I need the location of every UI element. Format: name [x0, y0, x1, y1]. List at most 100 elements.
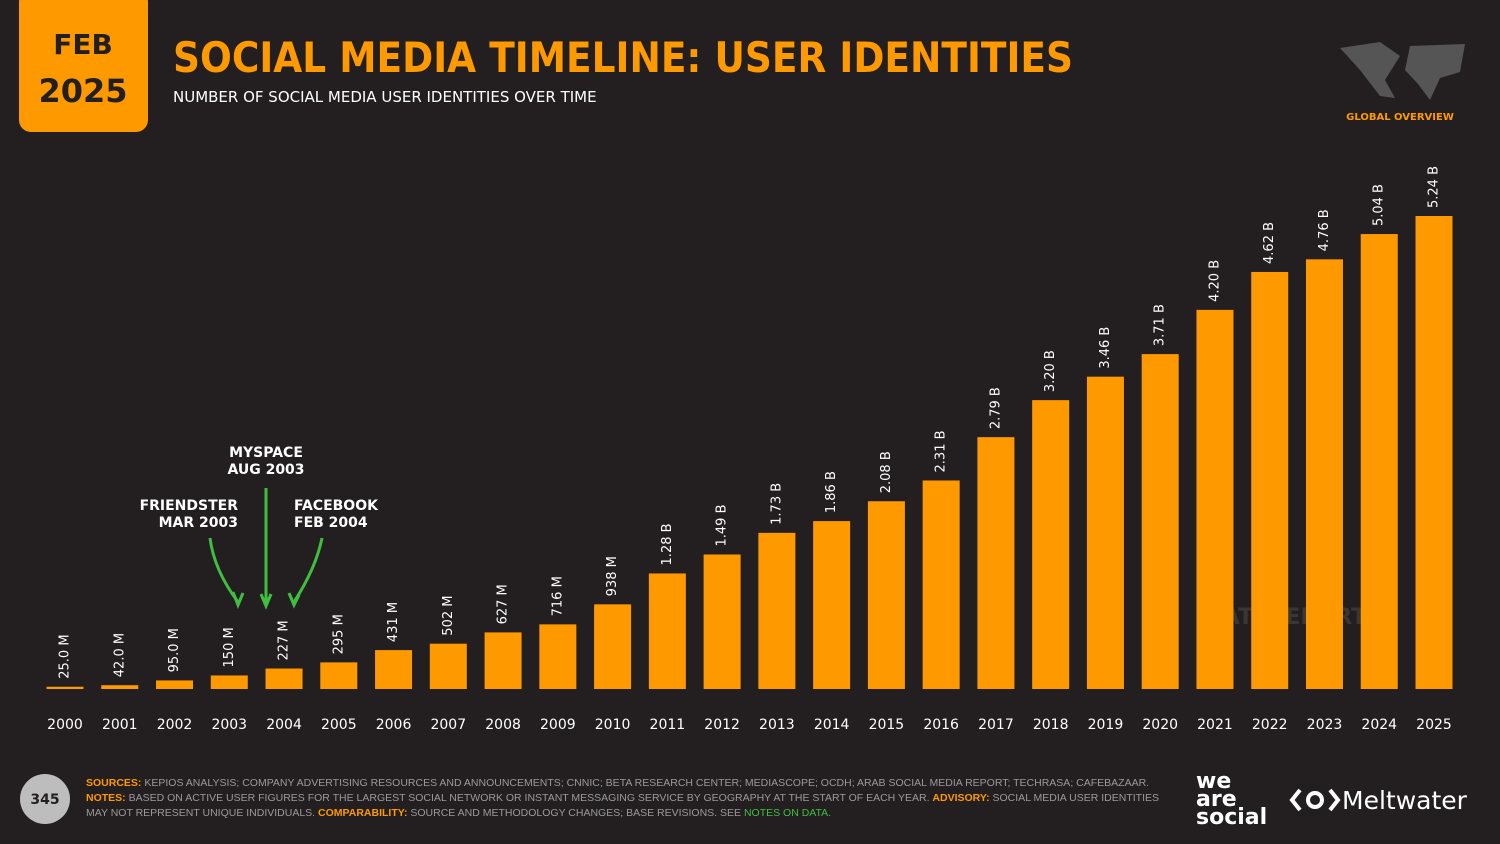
x-tick-label: 2012	[704, 717, 740, 733]
bar	[429, 643, 467, 689]
value-label: 2.79 B	[988, 387, 1003, 429]
value-label: 295 M	[331, 614, 346, 654]
x-tick-label: 2004	[266, 717, 302, 733]
bar	[46, 686, 84, 689]
bar	[1141, 354, 1179, 689]
logo-meltwater: Meltwater	[1342, 786, 1468, 815]
x-tick-label: 2001	[102, 717, 138, 733]
value-label: 1.73 B	[769, 483, 784, 525]
world-map	[1340, 42, 1465, 100]
x-tick-label: 2019	[1088, 717, 1124, 733]
text: SOURCE AND METHODOLOGY CHANGES; BASE REV…	[410, 807, 742, 819]
arrow-head	[231, 591, 245, 610]
value-label: 2.31 B	[934, 430, 949, 472]
x-tick-label: 2006	[376, 717, 412, 733]
bar	[867, 501, 905, 689]
bar	[375, 650, 413, 689]
bar	[210, 675, 248, 689]
label: NOTES:	[86, 792, 126, 804]
value-label: 431 M	[386, 602, 401, 642]
x-tick-label: 2007	[430, 717, 466, 733]
value-label: 627 M	[496, 584, 511, 624]
x-tick-label: 2017	[978, 717, 1014, 733]
bar	[320, 662, 358, 689]
value-label: 938 M	[605, 556, 620, 596]
bar	[539, 624, 577, 689]
page-badge	[20, 774, 70, 824]
annotation: MAR 2003	[159, 515, 238, 531]
arrow-head	[287, 592, 301, 609]
arrow	[292, 537, 324, 603]
x-tick-label: 2010	[595, 717, 631, 733]
x-tick-label: 2021	[1197, 717, 1233, 733]
value-label: 42.0 M	[112, 633, 127, 677]
icon-part	[1289, 788, 1302, 812]
bar	[484, 632, 522, 689]
x-tick-label: 2020	[1142, 717, 1178, 733]
bar	[594, 604, 632, 689]
x-tick-label: 2015	[869, 717, 905, 733]
x-tick-label: 2023	[1307, 717, 1343, 733]
bar	[101, 685, 139, 689]
x-tick-label: 2000	[47, 717, 83, 733]
x-tick-label: 2003	[211, 717, 247, 733]
bar	[1415, 216, 1453, 689]
x-tick-label: 2025	[1416, 717, 1452, 733]
value-label: 2.08 B	[879, 451, 894, 493]
value-label: 1.49 B	[715, 505, 730, 547]
link[interactable]: NOTES ON DATA.	[743, 807, 832, 819]
bar	[156, 680, 194, 689]
icon-part	[1328, 788, 1341, 812]
annotation: FRIENDSTER	[140, 498, 239, 514]
value-label: 5.04 B	[1372, 184, 1387, 226]
label: COMPARABILITY:	[318, 807, 408, 819]
bar	[922, 480, 960, 689]
bar	[265, 668, 303, 689]
value-label: 1.28 B	[660, 523, 675, 565]
bar	[648, 573, 686, 689]
x-tick-label: 2008	[485, 717, 521, 733]
x-tick-label: 2009	[540, 717, 576, 733]
meltwater-icon	[1289, 788, 1341, 812]
value-label: 25.0 M	[58, 634, 73, 678]
badge-year: 2025	[38, 72, 127, 110]
value-label: 150 M	[222, 627, 237, 667]
bar	[1251, 271, 1289, 689]
value-label: 95.0 M	[167, 628, 182, 672]
logo-line: we	[1196, 769, 1231, 794]
x-tick-label: 2002	[157, 717, 193, 733]
text: BASED ON ACTIVE USER FIGURES FOR THE LAR…	[128, 792, 930, 804]
logo-line: social	[1196, 805, 1267, 830]
x-tick-label: 2018	[1033, 717, 1069, 733]
badge	[19, 0, 148, 132]
label: ADVISORY:	[932, 792, 990, 804]
bar	[703, 554, 741, 689]
annotation-arrows	[208, 488, 324, 610]
icon-part	[1306, 791, 1324, 809]
value-label: 3.46 B	[1098, 327, 1113, 369]
logo-line: are	[1196, 787, 1237, 812]
label: SOURCES:	[86, 777, 142, 789]
annotation: FEB 2004	[294, 515, 368, 531]
x-tick-label: 2013	[759, 717, 795, 733]
x-tick-label: 2016	[923, 717, 959, 733]
bar	[1360, 234, 1398, 689]
text: KEPIOS ANALYSIS; COMPANY ADVERTISING RES…	[144, 777, 1150, 789]
bar	[977, 437, 1015, 689]
value-label: 3.20 B	[1043, 350, 1058, 392]
bar	[1032, 400, 1070, 689]
text: SOCIAL MEDIA USER IDENTITIES MAY NOT REP…	[86, 792, 1159, 819]
value-label: 4.20 B	[1207, 260, 1222, 302]
page-number: 345	[30, 792, 59, 808]
value-label: 1.86 B	[824, 471, 839, 513]
x-tick-label: 2022	[1252, 717, 1288, 733]
value-label: 4.76 B	[1317, 209, 1332, 251]
value-label: 5.24 B	[1427, 166, 1442, 208]
footer-notes: SOURCES: KEPIOS ANALYSIS; COMPANY ADVERT…	[86, 776, 1166, 821]
value-label: 4.62 B	[1262, 222, 1277, 264]
value-label: 716 M	[550, 576, 565, 616]
annotation: FACEBOOK	[294, 498, 379, 514]
chart-title: SOCIAL MEDIA TIMELINE: USER IDENTITIES	[173, 33, 1073, 82]
